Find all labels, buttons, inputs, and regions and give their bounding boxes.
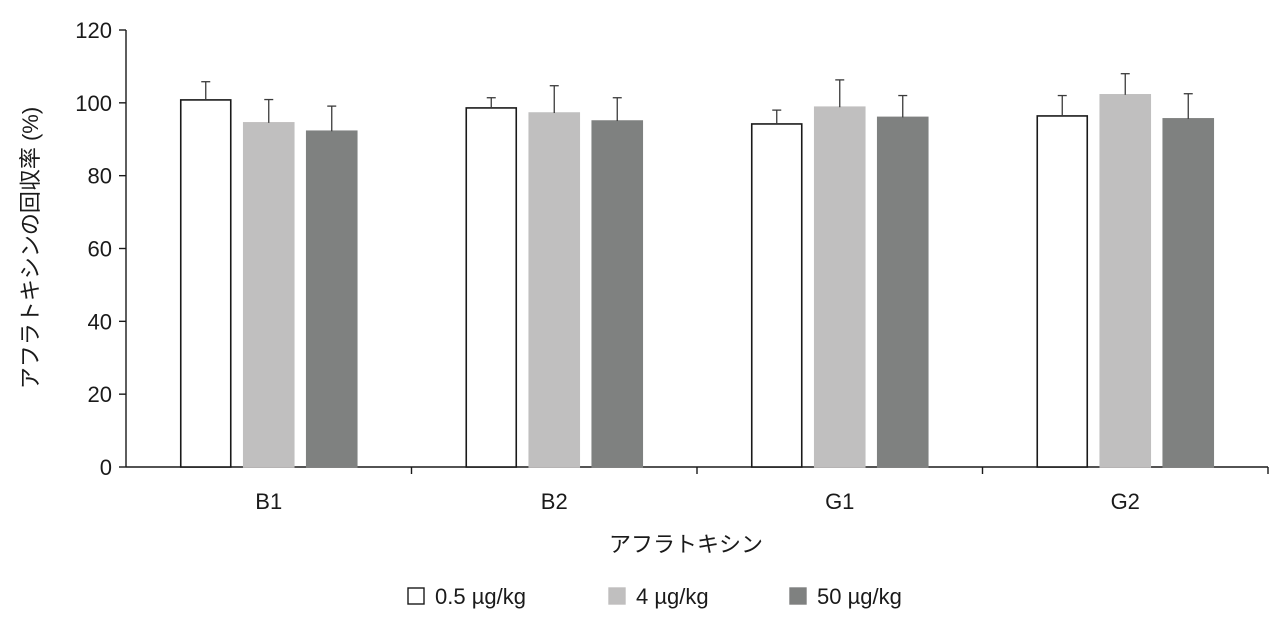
bar xyxy=(591,120,644,468)
legend: 0.5 µg/kg 4 µg/kg 50 µg/kg xyxy=(407,584,902,609)
y-tick-label: 40 xyxy=(88,309,112,334)
x-tick-label: B2 xyxy=(541,489,568,514)
legend-swatch xyxy=(608,587,626,605)
bar xyxy=(242,122,295,468)
bar xyxy=(528,112,581,468)
y-tick-label: 0 xyxy=(100,455,112,480)
bar xyxy=(750,123,803,468)
bar xyxy=(305,130,358,468)
bar xyxy=(813,106,866,468)
error-bars xyxy=(201,73,1193,132)
legend-swatch xyxy=(407,587,425,605)
legend-label: 50 µg/kg xyxy=(817,584,902,609)
y-tick-label: 120 xyxy=(75,18,112,43)
bar xyxy=(876,116,929,468)
bar xyxy=(1162,118,1215,468)
x-tick-label: G1 xyxy=(825,489,854,514)
x-tick-label: B1 xyxy=(255,489,282,514)
y-tick-label: 20 xyxy=(88,382,112,407)
tick-labels: 0 20 40 60 80 100 120 B1 B2 G1 G2 xyxy=(75,18,1140,514)
bar xyxy=(1099,94,1152,468)
bar xyxy=(465,107,518,468)
bar xyxy=(179,99,232,468)
bars xyxy=(179,94,1215,468)
y-tick-label: 100 xyxy=(75,91,112,116)
x-axis-title: アフラトキシン xyxy=(609,532,763,557)
legend-label: 4 µg/kg xyxy=(636,584,709,609)
legend-label: 0.5 µg/kg xyxy=(435,584,526,609)
legend-swatch xyxy=(789,587,807,605)
x-tick-label: G2 xyxy=(1111,489,1140,514)
y-tick-label: 60 xyxy=(88,237,112,262)
bar xyxy=(1036,115,1089,468)
y-tick-label: 80 xyxy=(88,164,112,189)
y-axis-title: アフラトキシンの回収率 (%) xyxy=(18,107,43,389)
